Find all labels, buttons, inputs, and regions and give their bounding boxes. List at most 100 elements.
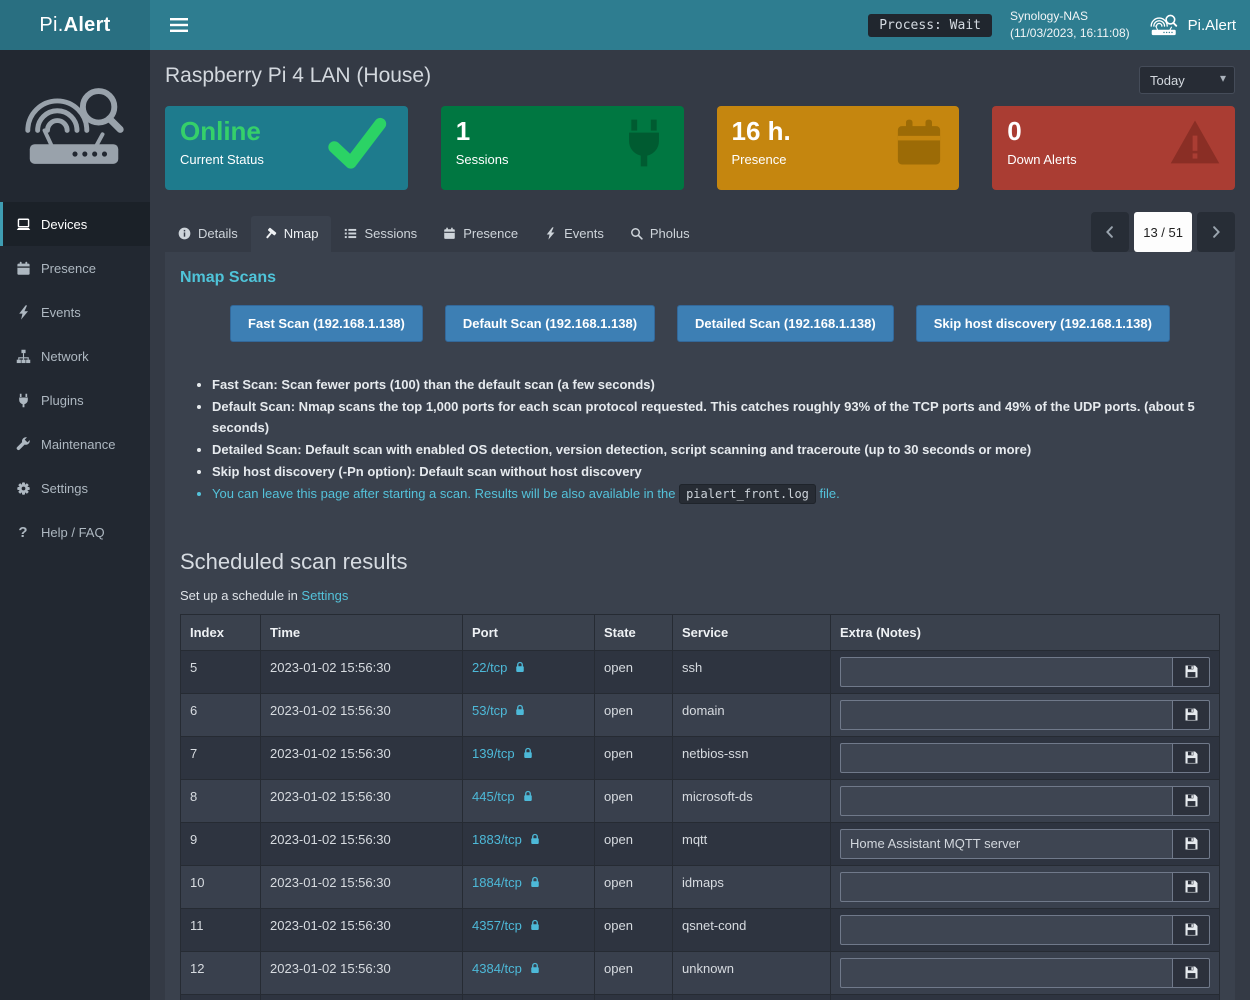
tab-label: Sessions [364,226,418,241]
list-icon [344,227,357,240]
tab-events[interactable]: Events [531,216,617,252]
sidebar-nav: Devices Presence Events Network Plugins … [0,202,150,554]
port-link[interactable]: 4357/tcp [472,918,541,933]
tab-sessions[interactable]: Sessions [331,216,430,252]
save-button[interactable] [1173,699,1210,730]
next-device-button[interactable] [1197,212,1235,252]
lock-icon [522,747,534,759]
save-button[interactable] [1173,957,1210,988]
default-scan-button[interactable]: Default Scan (192.168.1.138) [444,305,656,342]
tab-nmap[interactable]: Nmap [250,216,332,252]
sidebar-item-presence[interactable]: Presence [0,246,150,290]
lock-icon [529,833,541,845]
cell-extra [830,821,1220,866]
cell-extra [830,692,1220,737]
port-text: 53/tcp [472,702,508,718]
current-status-value: Online [180,116,261,146]
sidebar-item-maintenance[interactable]: Maintenance [0,422,150,466]
sidebar-toggle-button[interactable] [164,11,194,39]
settings-link[interactable]: Settings [301,587,349,603]
scan-note: Skip host discovery (-Pn option): Defaul… [212,461,1220,482]
save-button[interactable] [1173,785,1210,816]
col-state: State [594,613,673,651]
port-text: 22/tcp [472,659,508,675]
cell-extra [830,864,1220,909]
scan-buttons: Fast Scan (192.168.1.138) Default Scan (… [180,305,1220,342]
save-button[interactable] [1173,828,1210,859]
sessions-card[interactable]: 1 Sessions [440,106,684,190]
port-link[interactable]: 1883/tcp [472,832,541,847]
table-row: 5 2023-01-02 15:56:30 22/tcp open ssh [180,649,1220,694]
port-text: 1883/tcp [472,831,522,847]
current-status-card[interactable]: Online Current Status [165,106,408,190]
cell-port: 445/tcp [462,778,595,823]
down-alerts-card[interactable]: 0 Down Alerts [992,106,1235,190]
calendar-icon [15,261,31,276]
cell-service: ssh [672,649,831,694]
note-input[interactable] [840,699,1173,730]
cell-time: 2023-01-02 15:56:30 [260,864,463,909]
note-input[interactable] [840,742,1173,773]
cell-index: 11 [180,907,261,952]
period-select[interactable]: Today [1139,66,1235,94]
sidebar-item-label: Plugins [41,392,84,408]
sidebar-item-devices[interactable]: Devices [0,202,150,246]
sidebar-item-help[interactable]: ? Help / FAQ [0,510,150,554]
host-name: Synology-NAS [1009,9,1089,24]
port-link[interactable]: 445/tcp [472,789,534,804]
save-button[interactable] [1173,914,1210,945]
tab-presence[interactable]: Presence [430,216,531,252]
log-file-note: You can leave this page after starting a… [212,483,1220,505]
sessions-value: 1 [455,116,471,146]
skip-host-discovery-button[interactable]: Skip host discovery (192.168.1.138) [915,305,1170,342]
save-button[interactable] [1173,871,1210,902]
floppy-icon [1184,664,1199,679]
floppy-icon [1184,707,1199,722]
table-row: 8 2023-01-02 15:56:30 445/tcp open microsoft… [180,778,1220,823]
lock-icon [514,661,526,673]
note-input[interactable] [840,957,1173,988]
search-icon [630,227,643,240]
port-link[interactable]: 53/tcp [472,703,526,718]
save-button[interactable] [1173,656,1210,687]
save-button[interactable] [1173,742,1210,773]
port-link[interactable]: 139/tcp [472,746,534,761]
note-input[interactable] [840,828,1173,859]
device-pager: 13 / 51 [1091,212,1235,252]
port-link[interactable]: 1884/tcp [472,875,541,890]
table-row: 132023-01-02 15:56:308123/tcpopenpolipo [180,993,1220,1000]
sidebar-item-network[interactable]: Network [0,334,150,378]
note-input[interactable] [840,914,1173,945]
sidebar-item-plugins[interactable]: Plugins [0,378,150,422]
header-brand[interactable]: Pi.Alert [1148,12,1236,38]
schedule-hint-text: Set up a schedule in [180,587,302,603]
floppy-icon [1184,836,1199,851]
detailed-scan-button[interactable]: Detailed Scan (192.168.1.138) [677,305,894,342]
port-link[interactable]: 4384/tcp [472,961,541,976]
top-header: Pi. Alert Process: Wait Synology-NAS (11/… [0,0,1250,50]
prev-device-button[interactable] [1091,212,1130,252]
port-link[interactable]: 22/tcp [472,660,526,675]
lock-icon [529,962,541,974]
sidebar-item-events[interactable]: Events [0,290,150,334]
app-logo[interactable]: Pi. Alert [0,0,150,50]
app-logo-bold: Alert [63,13,111,36]
presence-card[interactable]: 16 h. Presence [716,106,960,190]
fast-scan-button[interactable]: Fast Scan (192.168.1.138) [230,305,423,342]
sidebar-item-settings[interactable]: Settings [0,466,150,510]
cell-extra [830,993,1220,1000]
tab-details[interactable]: Details [165,216,251,252]
cell-port: 22/tcp [462,649,595,694]
note-input[interactable] [840,785,1173,816]
cell-index: 9 [180,821,261,866]
note-input[interactable] [840,656,1173,687]
cell-state: open [594,692,673,737]
cell-time: 2023-01-02 15:56:30 [260,993,463,1000]
sidebar-item-label: Network [41,348,89,364]
main-content: Raspberry Pi 4 LAN (House) Today Online … [150,50,1250,1000]
tab-pholus[interactable]: Pholus [617,216,703,252]
note-input[interactable] [840,871,1173,902]
floppy-icon [1184,965,1199,980]
check-icon [326,112,388,174]
cell-port: 8123/tcp [462,993,595,1000]
